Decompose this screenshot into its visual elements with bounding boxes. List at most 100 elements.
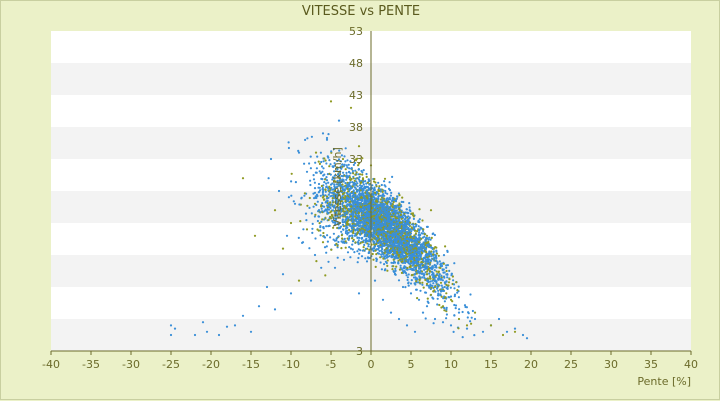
scatter-point [341, 188, 344, 191]
scatter-point [399, 264, 402, 267]
scatter-point [257, 305, 261, 308]
scatter-point [361, 241, 364, 244]
scatter-point [360, 169, 363, 173]
scatter-point [432, 253, 435, 256]
scatter-point [308, 247, 311, 250]
scatter-point [412, 214, 415, 217]
scatter-point [333, 164, 336, 167]
scatter-point [431, 266, 434, 269]
scatter-point [386, 264, 389, 267]
scatter-point [364, 180, 367, 183]
scatter-point [392, 210, 395, 213]
scatter-point [407, 281, 410, 284]
scatter-point [489, 324, 493, 327]
scatter-point [358, 201, 361, 204]
scatter-point [389, 194, 392, 197]
scatter-point [357, 241, 360, 244]
scatter-point [421, 311, 425, 314]
scatter-point [350, 229, 353, 232]
scatter-point [335, 183, 338, 186]
scatter-point [360, 184, 364, 188]
scatter-point [386, 230, 389, 233]
scatter-point [320, 184, 323, 188]
scatter-point [341, 165, 344, 168]
scatter-point [385, 249, 388, 252]
scatter-point [364, 239, 367, 242]
scatter-point [418, 265, 421, 268]
scatter-point [383, 219, 386, 222]
scatter-point [371, 252, 374, 256]
x-tick-label: 15 [484, 358, 498, 371]
scatter-point [429, 244, 432, 247]
scatter-point [432, 247, 436, 250]
scatter-point [453, 262, 456, 265]
scatter-point [437, 277, 440, 280]
scatter-point [410, 274, 413, 277]
scatter-point [383, 224, 386, 227]
scatter-point [334, 222, 337, 225]
scatter-point [388, 239, 391, 242]
scatter-point [341, 163, 344, 166]
scatter-point [348, 246, 351, 249]
scatter-point [408, 223, 411, 226]
scatter-point [442, 262, 445, 265]
scatter-point [365, 260, 369, 263]
scatter-point [454, 307, 457, 310]
scatter-point [436, 303, 439, 306]
scatter-point [402, 255, 405, 258]
scatter-point [241, 177, 245, 180]
scatter-point [434, 290, 437, 293]
scatter-point [354, 232, 357, 235]
scatter-point [456, 291, 459, 294]
scatter-point [358, 225, 361, 228]
scatter-point [344, 206, 347, 209]
scatter-point [417, 252, 421, 255]
scatter-point [329, 215, 332, 218]
scatter-point [358, 175, 361, 179]
scatter-point [440, 289, 443, 293]
scatter-point [442, 271, 445, 274]
scatter-point [319, 194, 322, 197]
scatter-point [354, 169, 357, 172]
scatter-point [312, 205, 315, 208]
scatter-point [396, 231, 399, 234]
scatter-point [320, 220, 323, 223]
scatter-point [336, 209, 339, 212]
scatter-point [322, 218, 326, 221]
scatter-point [426, 277, 429, 280]
scatter-point [330, 194, 333, 197]
scatter-point [353, 209, 357, 212]
scatter-point [406, 241, 409, 244]
scatter-point [363, 212, 366, 215]
scatter-point [383, 233, 386, 236]
scatter-point [322, 160, 325, 163]
scatter-point [422, 228, 425, 231]
scatter-point [437, 271, 440, 274]
scatter-point [269, 157, 273, 161]
scatter-point [393, 225, 397, 228]
scatter-point [405, 232, 408, 235]
scatter-point [378, 185, 381, 188]
scatter-point [402, 243, 405, 246]
scatter-point [357, 256, 360, 260]
scatter-point [358, 209, 361, 212]
scatter-point [356, 236, 359, 239]
scatter-point [425, 242, 428, 245]
scatter-point [330, 213, 333, 216]
scatter-point [316, 219, 319, 223]
scatter-point [398, 207, 401, 210]
scatter-point [323, 246, 327, 249]
scatter-point [447, 284, 450, 287]
scatter-point [420, 245, 423, 248]
scatter-point [373, 214, 376, 217]
scatter-point [445, 308, 448, 311]
scatter-point [367, 198, 370, 201]
scatter-point [321, 186, 324, 190]
scatter-point [345, 186, 348, 189]
scatter-point [330, 217, 333, 220]
scatter-point [441, 289, 444, 292]
scatter-point [336, 222, 340, 225]
scatter-point [441, 279, 444, 282]
scatter-point [355, 224, 358, 227]
scatter-point [361, 227, 364, 230]
